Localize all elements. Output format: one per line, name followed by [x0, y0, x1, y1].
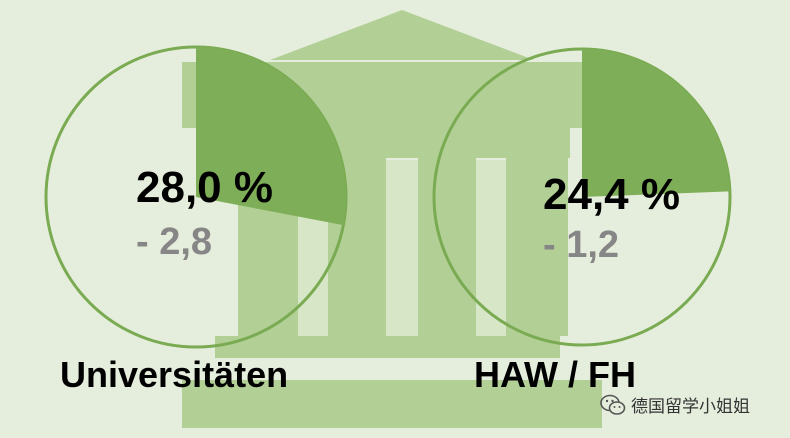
watermark: 德国留学小姐姐 [600, 392, 750, 417]
wechat-icon [600, 394, 626, 415]
universitaeten-change: - 2,8 [136, 221, 213, 263]
haw-fh-change: - 1,2 [543, 224, 620, 266]
university-building-icon [182, 10, 602, 428]
universitaeten-pie-slice [196, 47, 346, 226]
universitaeten-label: Universitäten [60, 354, 289, 395]
haw-fh-label: HAW / FH [474, 354, 636, 395]
haw-fh-pie-slice [582, 49, 730, 197]
universitaeten-percentage: 28,0 % [136, 163, 273, 212]
watermark-text: 德国留学小姐姐 [631, 397, 750, 416]
haw-fh-percentage: 24,4 % [543, 170, 680, 219]
